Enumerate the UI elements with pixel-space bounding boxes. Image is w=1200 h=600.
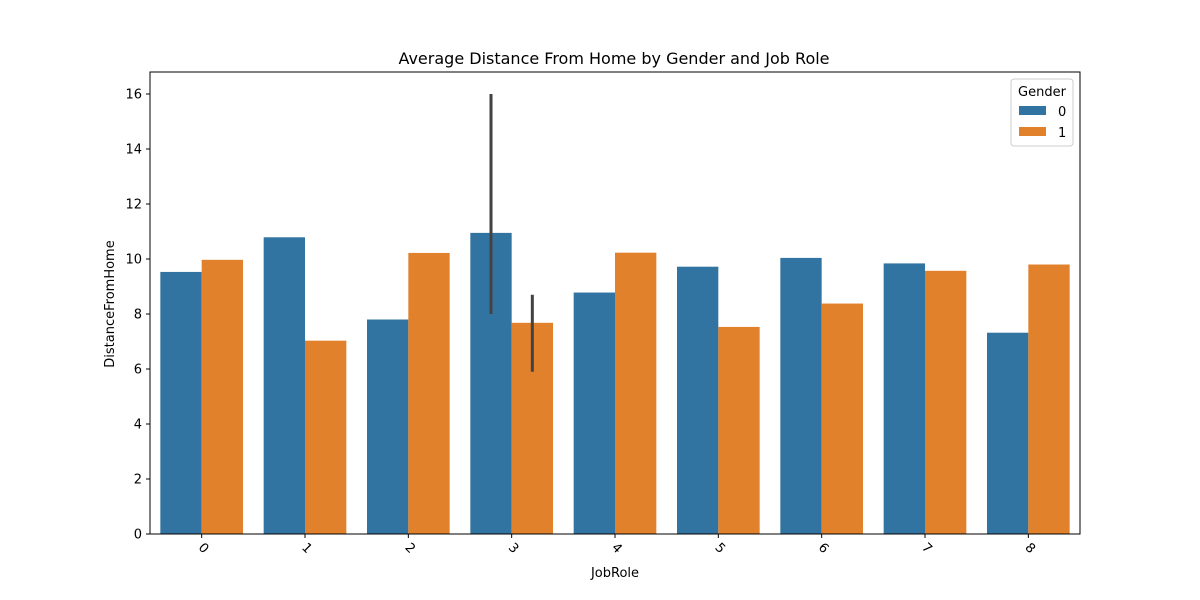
bar-jobrole-5-gender-1 bbox=[718, 326, 760, 534]
bar-jobrole-7-gender-0 bbox=[883, 263, 925, 534]
bar-jobrole-0-gender-1 bbox=[201, 259, 243, 534]
legend-title: Gender bbox=[1018, 85, 1067, 100]
legend-label-0: 0 bbox=[1058, 105, 1066, 120]
y-tick-label-4: 4 bbox=[134, 418, 142, 433]
y-axis-title: DistanceFromHome bbox=[103, 240, 118, 367]
bar-jobrole-4-gender-0 bbox=[573, 292, 615, 534]
x-tick-label-5: 5 bbox=[712, 540, 728, 556]
bar-jobrole-0-gender-0 bbox=[160, 271, 202, 534]
x-tick-label-6: 6 bbox=[815, 540, 831, 556]
y-tick-label-14: 14 bbox=[125, 143, 142, 158]
legend-swatch-1 bbox=[1019, 127, 1046, 136]
legend-label-1: 1 bbox=[1058, 126, 1066, 141]
bar-jobrole-2-gender-1 bbox=[408, 252, 450, 534]
bar-jobrole-1-gender-1 bbox=[305, 340, 347, 534]
y-tick-label-8: 8 bbox=[134, 308, 142, 323]
chart-title: Average Distance From Home by Gender and… bbox=[398, 49, 829, 68]
y-tick-label-6: 6 bbox=[134, 363, 142, 378]
x-tick-label-2: 2 bbox=[402, 540, 418, 556]
bar-jobrole-6-gender-1 bbox=[821, 303, 863, 534]
y-tick-label-12: 12 bbox=[125, 198, 142, 213]
y-tick-label-0: 0 bbox=[134, 528, 142, 543]
bar-jobrole-5-gender-0 bbox=[677, 266, 719, 534]
bar-jobrole-7-gender-1 bbox=[925, 270, 967, 534]
x-tick-label-7: 7 bbox=[918, 540, 934, 556]
y-tick-label-16: 16 bbox=[125, 88, 142, 103]
bar-jobrole-4-gender-1 bbox=[615, 252, 657, 534]
bar-jobrole-8-gender-1 bbox=[1028, 264, 1070, 534]
legend: Gender 0 1 bbox=[1010, 78, 1074, 147]
bar-jobrole-2-gender-0 bbox=[367, 319, 409, 534]
x-axis-title: JobRole bbox=[590, 566, 639, 581]
error-bars-layer bbox=[489, 94, 534, 372]
x-tick-label-3: 3 bbox=[505, 540, 521, 556]
y-tick-label-2: 2 bbox=[134, 473, 142, 488]
x-tick-label-8: 8 bbox=[1022, 540, 1038, 556]
y-tick-label-10: 10 bbox=[125, 253, 142, 268]
x-tick-label-4: 4 bbox=[608, 540, 624, 556]
bar-jobrole-1-gender-0 bbox=[263, 237, 305, 534]
x-tick-label-1: 1 bbox=[298, 540, 314, 556]
bar-jobrole-8-gender-0 bbox=[987, 332, 1029, 534]
bar-jobrole-6-gender-0 bbox=[780, 257, 822, 534]
bars-layer bbox=[160, 232, 1070, 534]
x-tick-label-0: 0 bbox=[195, 540, 211, 556]
legend-swatch-0 bbox=[1019, 106, 1046, 115]
